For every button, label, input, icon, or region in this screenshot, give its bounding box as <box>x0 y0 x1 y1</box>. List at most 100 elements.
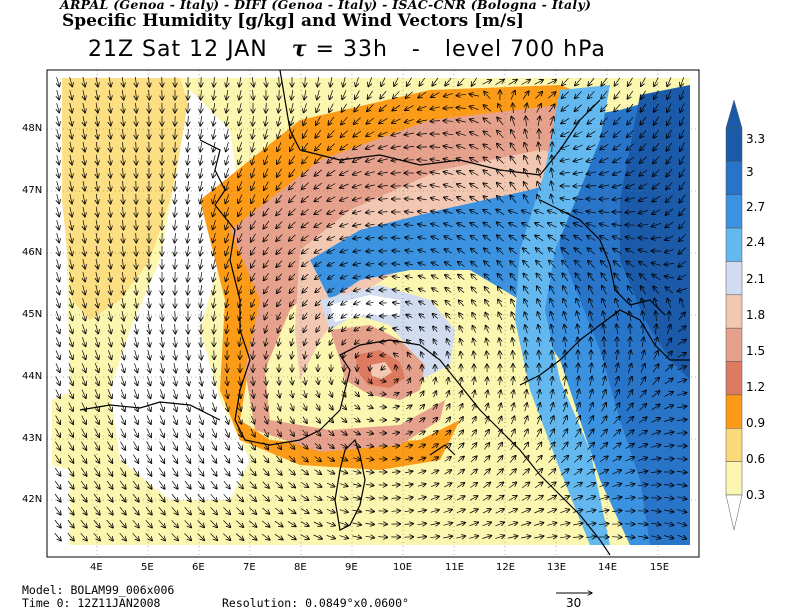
wind-vector <box>70 272 73 282</box>
wind-vector <box>365 185 375 187</box>
wind-vector <box>535 248 543 255</box>
wind-vector <box>263 233 270 242</box>
wind-vector <box>406 77 412 87</box>
wind-vector <box>391 132 401 135</box>
lon-label-14e: 14E <box>598 562 618 573</box>
wind-vector <box>340 130 348 138</box>
wind-vector <box>417 120 427 122</box>
wind-vector <box>483 105 492 112</box>
colorbar-cell <box>725 327 743 362</box>
wind-vector <box>666 182 673 189</box>
wind-vector <box>109 103 111 113</box>
colorbar-label: 2.1 <box>746 272 766 286</box>
wind-vector <box>327 223 336 227</box>
wind-vector <box>136 219 137 230</box>
wind-vector <box>302 142 309 151</box>
wind-vector <box>627 130 634 137</box>
wind-vector <box>109 272 111 282</box>
wind-vector <box>497 143 504 151</box>
wind-vector <box>548 235 557 242</box>
wind-vector <box>378 199 388 200</box>
wind-vector <box>653 129 660 138</box>
wind-vector <box>471 77 477 86</box>
wind-vector <box>57 90 60 100</box>
wind-vector <box>537 194 542 204</box>
wind-vector <box>536 273 543 282</box>
lat-label-44n: 44N <box>22 371 43 382</box>
wind-vector <box>444 223 453 226</box>
wind-vector <box>614 117 621 124</box>
wind-vector <box>613 130 621 138</box>
wind-vector <box>561 235 570 241</box>
wind-vector <box>483 235 491 242</box>
wind-vector <box>457 210 466 214</box>
wind-vector <box>57 220 60 230</box>
wind-vector <box>573 172 583 174</box>
wind-vector <box>213 168 216 178</box>
wind-vector <box>83 168 85 178</box>
wind-vector <box>626 143 634 151</box>
wind-vector <box>538 142 540 152</box>
wind-vector <box>378 131 388 136</box>
wind-vector <box>276 194 283 203</box>
wind-vector <box>122 272 123 282</box>
wind-vector <box>123 167 124 178</box>
wind-vector <box>265 129 267 139</box>
wind-vector <box>109 246 111 256</box>
wind-vector <box>614 103 621 112</box>
wind-vector <box>458 274 465 280</box>
lat-label-45n: 45N <box>22 309 43 320</box>
wind-vector <box>213 116 215 126</box>
time-label: 21Z Sat 12 JAN <box>88 37 268 62</box>
wind-vector <box>599 171 609 174</box>
wind-vector <box>680 142 685 152</box>
wind-vector <box>96 168 98 178</box>
wind-vector <box>471 274 478 281</box>
wind-vector <box>456 108 467 109</box>
wind-vector <box>109 129 110 139</box>
wind-vector <box>123 141 124 152</box>
wind-vector <box>340 157 349 162</box>
wind-vector <box>587 130 596 137</box>
wind-vector <box>289 221 296 228</box>
wind-vector <box>109 193 110 204</box>
wind-vector <box>109 141 110 152</box>
wind-vector <box>96 220 98 230</box>
lon-label-8e: 8E <box>294 562 307 573</box>
wind-vector <box>314 196 323 201</box>
wind-vector <box>443 184 453 187</box>
wind-vector <box>175 232 176 243</box>
wind-vector <box>639 262 648 267</box>
wind-vector <box>188 271 189 282</box>
wind-vector <box>640 116 647 125</box>
wind-vector <box>226 129 229 139</box>
wind-vector <box>405 91 413 99</box>
lon-label-10e: 10E <box>393 562 413 573</box>
model-label: Model: BOLAM99_006x006 <box>22 583 175 597</box>
wind-vector <box>340 183 349 188</box>
wind-vector <box>443 172 453 175</box>
wind-vector <box>625 183 635 188</box>
wind-vector <box>366 238 375 239</box>
wind-vector <box>225 207 229 216</box>
wind-vector <box>214 76 215 87</box>
wind-vector <box>638 211 648 214</box>
wind-vector <box>263 220 270 229</box>
wind-vector <box>57 155 59 165</box>
wind-vector <box>276 247 283 255</box>
time-level-title: 21Z Sat 12 JAN τ = 33h - level 700 hPa <box>88 36 606 62</box>
wind-vector <box>508 79 518 85</box>
wind-vector <box>276 168 282 178</box>
wind-vector <box>266 102 267 113</box>
wind-vector <box>627 116 634 125</box>
wind-vector <box>96 90 98 100</box>
wind-vector <box>70 168 72 178</box>
wind-vector <box>238 272 243 282</box>
wind-vector <box>367 90 373 99</box>
wind-vector <box>444 262 452 267</box>
wind-vector <box>561 118 570 123</box>
wind-vector <box>679 207 686 216</box>
wind-vector <box>123 206 124 217</box>
wind-vector <box>109 90 111 100</box>
wind-vector <box>315 142 322 151</box>
